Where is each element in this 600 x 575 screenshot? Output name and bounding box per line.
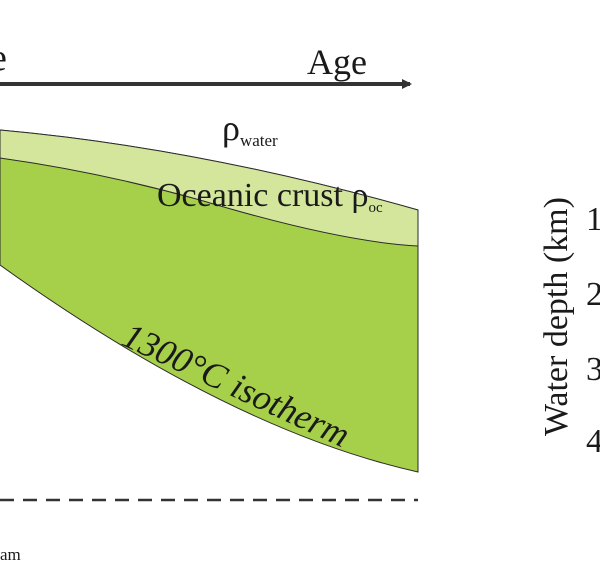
rho-water-subscript: water [240, 131, 278, 150]
rho-water-symbol: ρ [222, 108, 240, 148]
rho-water-label: ρwater [222, 108, 278, 150]
axis-tick-4: 4 [586, 423, 600, 460]
axis-tick-2: 2 [586, 276, 600, 313]
age-label: Age [307, 42, 367, 82]
oceanic-crust-label: Oceanic crust ρoc [157, 177, 383, 216]
oceanic-crust-text: Oceanic crust [157, 177, 351, 214]
axis-tick-3: 3 [586, 351, 600, 388]
rho-oc-symbol: ρ [351, 177, 368, 214]
water-depth-axis-label: Water depth (km) [538, 197, 575, 436]
bottom-left-text-fragment: am [0, 545, 21, 564]
rho-oc-subscript: oc [368, 200, 383, 216]
axis-tick-1: 1 [586, 201, 600, 238]
oceanic-crust-layer [0, 129, 419, 247]
top-left-text-fragment: e [0, 37, 7, 79]
